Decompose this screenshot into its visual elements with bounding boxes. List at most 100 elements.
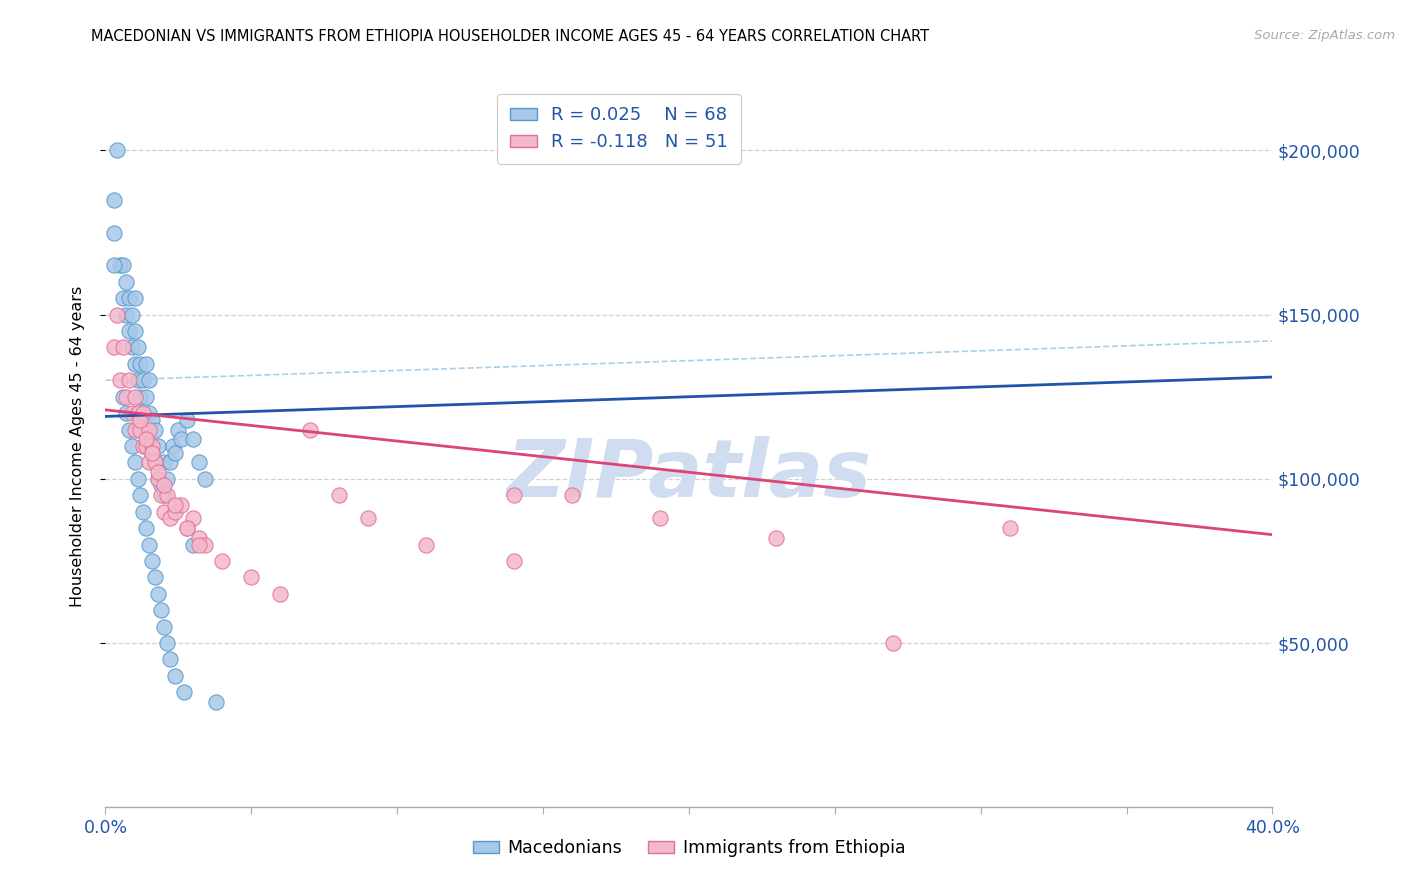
- Point: [135, 439, 157, 453]
- Point: [138, 406, 160, 420]
- Point: [882, 636, 904, 650]
- Point: [129, 357, 152, 371]
- Point: [127, 406, 149, 420]
- Point: [187, 537, 209, 551]
- Point: [103, 259, 125, 273]
- Point: [167, 423, 190, 437]
- Point: [115, 390, 138, 404]
- Point: [503, 488, 526, 502]
- Point: [194, 537, 217, 551]
- Point: [143, 570, 166, 584]
- Point: [181, 433, 204, 447]
- Point: [121, 341, 143, 355]
- Point: [118, 291, 141, 305]
- Point: [138, 439, 160, 453]
- Point: [129, 413, 152, 427]
- Point: [127, 373, 149, 387]
- Point: [146, 465, 169, 479]
- Point: [146, 472, 169, 486]
- Point: [127, 341, 149, 355]
- Point: [118, 423, 141, 437]
- Point: [115, 406, 138, 420]
- Point: [103, 341, 125, 355]
- Point: [415, 537, 437, 551]
- Point: [648, 511, 671, 525]
- Point: [135, 521, 157, 535]
- Point: [118, 324, 141, 338]
- Point: [141, 445, 163, 459]
- Point: [103, 226, 125, 240]
- Point: [132, 406, 155, 420]
- Point: [153, 478, 174, 492]
- Point: [170, 433, 193, 447]
- Point: [176, 521, 198, 535]
- Point: [132, 373, 155, 387]
- Point: [115, 275, 138, 289]
- Point: [159, 652, 181, 666]
- Point: [143, 455, 166, 469]
- Point: [156, 488, 179, 502]
- Point: [159, 455, 181, 469]
- Point: [135, 423, 157, 437]
- Point: [240, 570, 263, 584]
- Point: [105, 144, 128, 158]
- Point: [141, 439, 163, 453]
- Point: [103, 193, 125, 207]
- Point: [146, 439, 169, 453]
- Point: [194, 472, 217, 486]
- Point: [132, 439, 155, 453]
- Point: [146, 472, 169, 486]
- Point: [124, 390, 146, 404]
- Point: [141, 445, 163, 459]
- Point: [127, 472, 149, 486]
- Legend: Macedonians, Immigrants from Ethiopia: Macedonians, Immigrants from Ethiopia: [465, 831, 912, 863]
- Point: [159, 511, 181, 525]
- Point: [153, 455, 174, 469]
- Point: [111, 341, 134, 355]
- Point: [211, 554, 233, 568]
- Point: [132, 406, 155, 420]
- Point: [124, 357, 146, 371]
- Text: Source: ZipAtlas.com: Source: ZipAtlas.com: [1254, 29, 1395, 42]
- Point: [149, 478, 172, 492]
- Point: [111, 259, 134, 273]
- Point: [141, 554, 163, 568]
- Point: [111, 291, 134, 305]
- Point: [135, 390, 157, 404]
- Point: [328, 488, 350, 502]
- Point: [143, 423, 166, 437]
- Point: [118, 373, 141, 387]
- Point: [165, 505, 187, 519]
- Point: [181, 511, 204, 525]
- Point: [121, 406, 143, 420]
- Point: [149, 603, 172, 617]
- Point: [124, 291, 146, 305]
- Point: [503, 554, 526, 568]
- Point: [129, 423, 152, 437]
- Point: [132, 505, 155, 519]
- Point: [138, 423, 160, 437]
- Point: [156, 636, 179, 650]
- Point: [124, 455, 146, 469]
- Point: [105, 308, 128, 322]
- Point: [165, 669, 187, 683]
- Point: [187, 531, 209, 545]
- Point: [121, 439, 143, 453]
- Point: [173, 685, 195, 699]
- Point: [181, 537, 204, 551]
- Point: [156, 472, 179, 486]
- Y-axis label: Householder Income Ages 45 - 64 years: Householder Income Ages 45 - 64 years: [70, 285, 84, 607]
- Point: [153, 505, 174, 519]
- Point: [111, 390, 134, 404]
- Point: [138, 373, 160, 387]
- Point: [108, 373, 131, 387]
- Point: [129, 390, 152, 404]
- Point: [561, 488, 583, 502]
- Point: [765, 531, 787, 545]
- Point: [170, 498, 193, 512]
- Point: [146, 587, 169, 601]
- Point: [176, 413, 198, 427]
- Point: [138, 455, 160, 469]
- Point: [108, 259, 131, 273]
- Point: [187, 455, 209, 469]
